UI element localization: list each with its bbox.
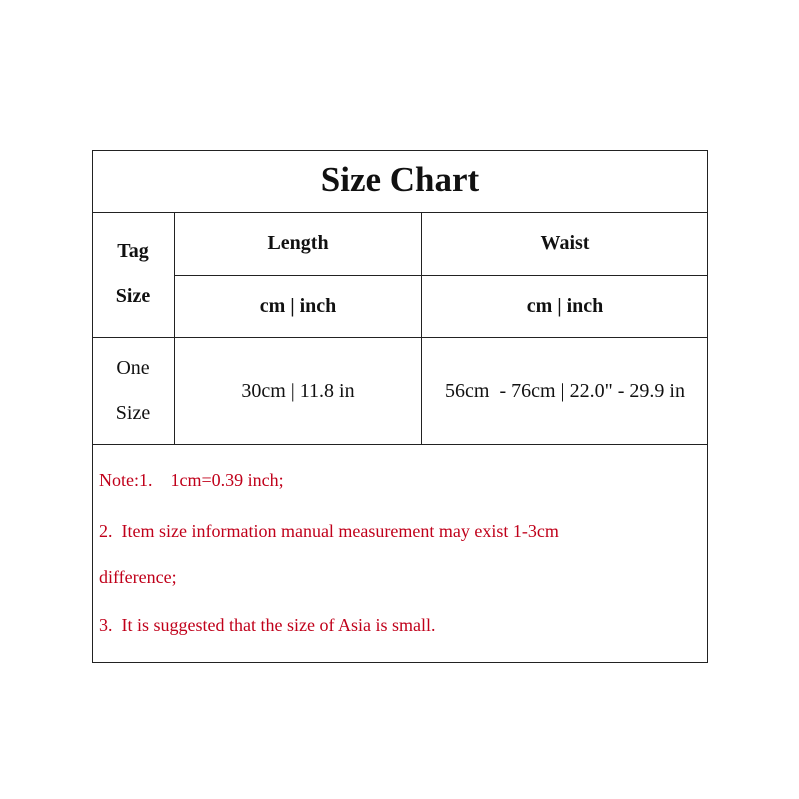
size-chart-table — [92, 150, 708, 663]
note-2: 2. Item size information manual measurem… — [99, 521, 559, 541]
divider — [421, 212, 422, 444]
tag-size-header-line1: Tag — [117, 240, 149, 262]
length-value: 30cm | 11.8 in — [241, 380, 355, 402]
length-unit: cm | inch — [259, 295, 337, 317]
tag-size-header-line2: Size — [115, 285, 151, 307]
waist-value: 56cm - 76cm | 22.0" - 29.9 in — [445, 380, 685, 402]
size-value-line2: Size — [115, 402, 151, 424]
divider — [174, 212, 175, 444]
page-title: Size Chart — [320, 160, 480, 199]
size-value-line1: One — [116, 357, 150, 379]
note-2-continued: difference; — [99, 567, 177, 587]
waist-header: Waist — [540, 232, 590, 254]
length-header: Length — [267, 232, 329, 254]
waist-unit: cm | inch — [526, 295, 604, 317]
divider — [175, 275, 708, 276]
divider — [92, 337, 708, 338]
divider — [92, 212, 708, 213]
divider — [92, 444, 708, 445]
note-3: 3. It is suggested that the size of Asia… — [99, 615, 436, 635]
note-1: Note:1. 1cm=0.39 inch; — [99, 470, 284, 490]
